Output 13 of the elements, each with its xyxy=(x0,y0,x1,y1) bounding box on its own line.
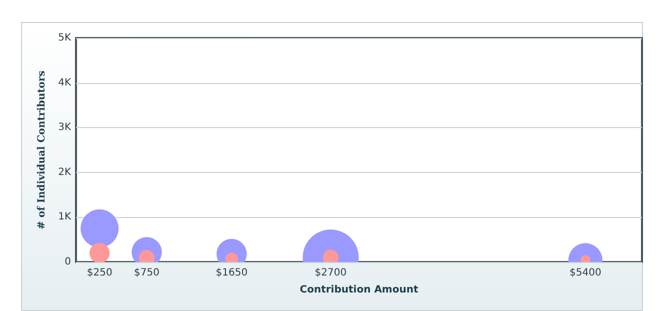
x-tick-label: $250 xyxy=(86,268,112,278)
y-tick-label: 2K xyxy=(58,166,72,178)
y-axis-title: # of Individual Contributors xyxy=(36,70,48,230)
y-tick-label: 4K xyxy=(58,77,72,88)
y-tick-label: 0 xyxy=(64,256,71,268)
y-tick-label: 5K xyxy=(58,32,72,44)
y-tick-label: 3K xyxy=(58,122,72,134)
x-tick-label: $2700 xyxy=(314,268,347,278)
x-axis-title: Contribution Amount xyxy=(300,284,418,296)
y-tick-label: 1K xyxy=(58,212,72,223)
x-tick-label: $750 xyxy=(134,268,160,278)
x-tick-label: $5400 xyxy=(569,268,602,278)
x-tick-label: $1650 xyxy=(216,268,248,278)
